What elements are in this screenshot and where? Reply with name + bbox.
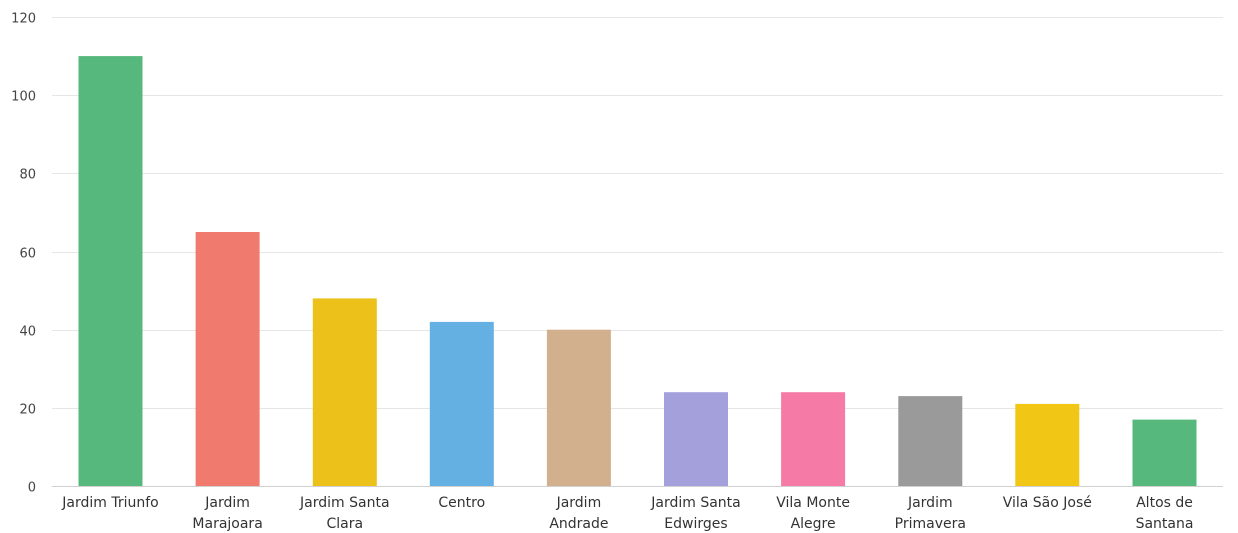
y-tick-label: 20: [19, 403, 36, 418]
bar[interactable]: Centro: 42: [429, 321, 494, 486]
x-tick-label: Vila Monte Alegre: [776, 495, 850, 532]
y-tick-label: 40: [19, 325, 36, 340]
y-tick-label: 60: [19, 247, 36, 262]
y-tick-label: 0: [28, 481, 36, 496]
bar[interactable]: Vila São José: 21: [1015, 403, 1080, 486]
bar[interactable]: Jardim Triunfo: 110: [78, 56, 143, 486]
y-tick-label: 120: [11, 12, 36, 27]
x-tick-label: Jardim Santa Clara: [299, 495, 390, 532]
bar[interactable]: Jardim Santa Edwirges: 24: [664, 392, 728, 486]
bar-layer: Jardim Triunfo: 110 Jardim Marajoara: 65 J…: [78, 56, 1197, 486]
x-tick-label: Jardim Andrade: [549, 495, 608, 532]
x-axis-tick-labels: Jardim Triunfo Jardim Marajoara Jardim Sant…: [61, 495, 1193, 532]
y-tick-label: 100: [11, 90, 36, 105]
x-tick-label: Jardim Triunfo: [61, 495, 158, 511]
x-tick-label: Jardim Santa Edwirges: [650, 495, 741, 532]
bar[interactable]: Altos de Santana: 17: [1132, 419, 1197, 486]
x-tick-label: Altos de Santana: [1136, 495, 1194, 532]
bar[interactable]: Jardim Primavera: 23: [898, 396, 963, 486]
y-axis-tick-labels: 0 20 40 60 80 100 120: [11, 12, 36, 496]
bar[interactable]: Jardim Andrade: 40: [546, 329, 611, 486]
x-tick-label: Jardim Primavera: [895, 495, 966, 532]
bar[interactable]: Jardim Santa Clara: 48: [312, 298, 377, 486]
x-tick-label: Centro: [438, 495, 485, 511]
x-tick-label: Vila São José: [1003, 495, 1092, 511]
x-tick-label: Jardim Marajoara: [192, 495, 262, 532]
bar[interactable]: Vila Monte Alegre: 24: [781, 392, 846, 486]
bar[interactable]: Jardim Marajoara: 65: [195, 232, 260, 486]
y-tick-label: 80: [19, 168, 36, 183]
